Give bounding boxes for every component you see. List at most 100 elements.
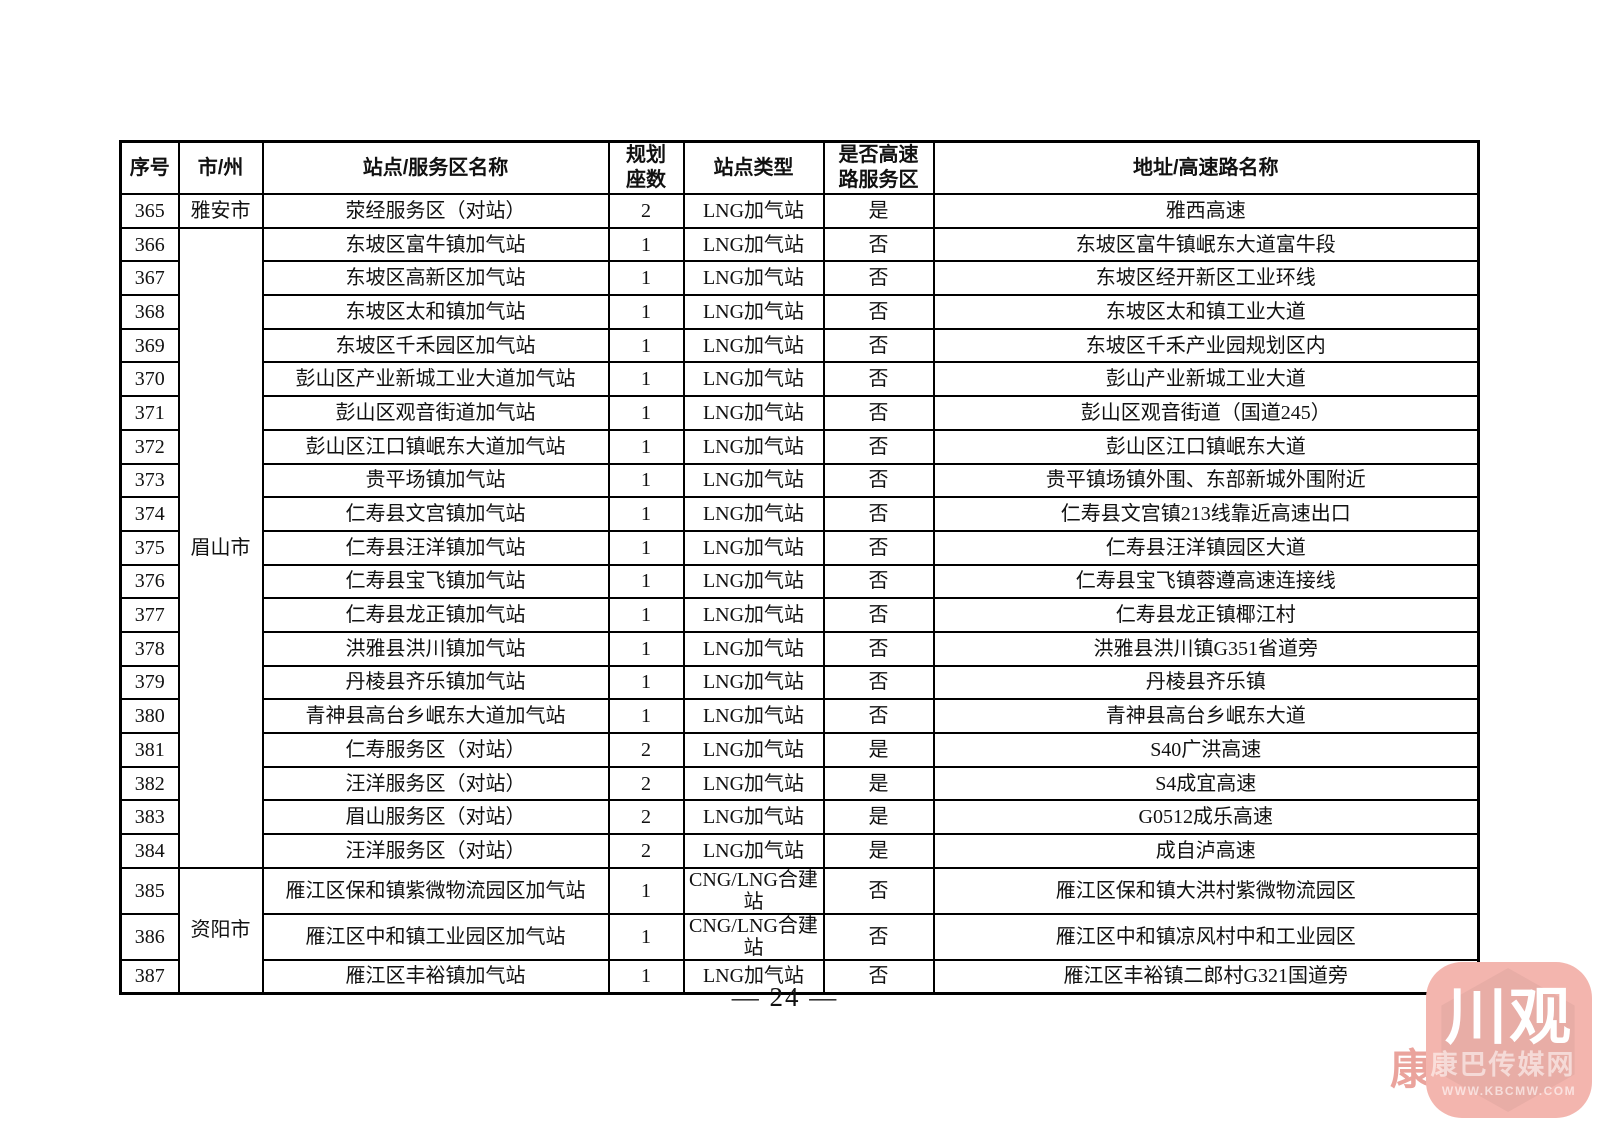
cell-no: 375 [119, 529, 180, 566]
cell-type: LNG加气站 [682, 833, 825, 869]
cell-count: 1 [607, 226, 685, 263]
cell-count: 1 [607, 260, 685, 297]
cell-count: 1 [607, 597, 685, 633]
cell-address: 东坡区太和镇工业大道 [932, 294, 1480, 330]
cell-highway-flag: 否 [822, 698, 935, 734]
cell-highway-flag: 否 [822, 958, 935, 995]
cell-type: LNG加气站 [682, 193, 825, 229]
header-row: 序号 市/州 站点/服务区名称 规划 座数 站点类型 是否高速 路服务区 地址/高速路名称 [119, 140, 1480, 195]
cell-no: 378 [119, 630, 180, 667]
cell-no: 365 [119, 193, 180, 229]
cell-address: 东坡区经开新区工业环线 [932, 260, 1480, 297]
cell-address: 成自泸高速 [932, 833, 1480, 869]
cell-highway-flag: 是 [822, 799, 935, 836]
table-row: 369 东坡区千禾园区加气站 1 LNG加气站否东坡区千禾产业园规划区内 [119, 327, 1480, 364]
cell-name: 仁寿县文宫镇加气站 [261, 496, 610, 532]
cell-type: CNG/LNG合建站 [682, 866, 825, 915]
watermark-fragment-glyph: 康 [1390, 1045, 1433, 1094]
cell-highway-flag: 否 [822, 395, 935, 431]
cell-address: 东坡区富牛镇岷东大道富牛段 [932, 226, 1480, 263]
cell-no: 379 [119, 664, 180, 701]
cell-address: 仁寿县龙正镇椰江村 [932, 597, 1480, 633]
cell-count: 2 [607, 193, 685, 229]
cell-type: LNG加气站 [682, 698, 825, 734]
table-row: 381 仁寿服务区（对站） 2 LNG加气站是 S40广洪高速 [119, 732, 1480, 768]
cell-highway-flag: 否 [822, 664, 935, 701]
cell-address: S4成宜高速 [932, 765, 1480, 802]
cell-count: 1 [607, 327, 685, 364]
cell-count: 2 [607, 765, 685, 802]
cell-count: 1 [607, 664, 685, 701]
cell-no: 384 [119, 833, 180, 869]
cell-address: 仁寿县宝飞镇蓉遵高速连接线 [932, 563, 1480, 600]
cell-type: LNG加气站 [682, 496, 825, 532]
column-header: 地址/高速路名称 [932, 140, 1480, 195]
cell-type: LNG加气站 [682, 327, 825, 364]
cell-type: LNG加气站 [682, 563, 825, 600]
cell-highway-flag: 否 [822, 260, 935, 297]
cell-count: 1 [607, 496, 685, 532]
cell-no: 377 [119, 597, 180, 633]
cell-count: 2 [607, 799, 685, 836]
table-row: 366 眉山市 东坡区富牛镇加气站 1 LNG加气站否东坡区富牛镇岷东大道富牛段 [119, 226, 1480, 869]
column-header: 是否高速 路服务区 [822, 140, 935, 195]
cell-highway-flag: 否 [822, 529, 935, 566]
cell-city: 雅安市 [177, 193, 264, 229]
column-header: 站点/服务区名称 [261, 140, 610, 195]
cell-type: LNG加气站 [682, 958, 825, 995]
table-header: 序号 市/州 站点/服务区名称 规划 座数 站点类型 是否高速 路服务区 地址/高速路名称 [119, 140, 1480, 195]
cell-highway-flag: 否 [822, 496, 935, 532]
cell-highway-flag: 是 [822, 732, 935, 768]
cell-highway-flag: 否 [822, 462, 935, 499]
cell-highway-flag: 否 [822, 866, 935, 915]
cell-address: 洪雅县洪川镇G351省道旁 [932, 630, 1480, 667]
watermark-url: WWW.KBCMW.COM [1441, 1084, 1577, 1098]
cell-highway-flag: 否 [822, 630, 935, 667]
table-row: 374 仁寿县文宫镇加气站 1 LNG加气站否仁寿县文宫镇213线靠近高速出口 [119, 496, 1480, 532]
cell-no: 370 [119, 361, 180, 398]
cell-count: 1 [607, 698, 685, 734]
cell-count: 2 [607, 732, 685, 768]
cell-no: 366 [119, 226, 180, 263]
cell-no: 368 [119, 294, 180, 330]
table-row: 375 仁寿县汪洋镇加气站 1 LNG加气站否仁寿县汪洋镇园区大道 [119, 529, 1480, 566]
cell-name: 汪洋服务区（对站） [261, 833, 610, 869]
cell-type: LNG加气站 [682, 529, 825, 566]
cell-name: 仁寿县龙正镇加气站 [261, 597, 610, 633]
cell-count: 1 [607, 462, 685, 499]
cell-no: 371 [119, 395, 180, 431]
cell-count: 1 [607, 428, 685, 465]
cell-no: 386 [119, 912, 180, 961]
page-number: — 24 — [731, 982, 839, 1012]
cell-name: 洪雅县洪川镇加气站 [261, 630, 610, 667]
cell-no: 367 [119, 260, 180, 297]
cell-name: 东坡区高新区加气站 [261, 260, 610, 297]
stations-table: 序号 市/州 站点/服务区名称 规划 座数 站点类型 是否高速 路服务区 地址/高速路名称 … [119, 140, 1480, 995]
table-row: 376 仁寿县宝飞镇加气站 1 LNG加气站否仁寿县宝飞镇蓉遵高速连接线 [119, 563, 1480, 600]
cell-no: 381 [119, 732, 180, 768]
cell-type: CNG/LNG合建站 [682, 912, 825, 961]
cell-no: 382 [119, 765, 180, 802]
cell-address: 雁江区丰裕镇二郎村G321国道旁 [932, 958, 1480, 995]
table-row: 373 贵平场镇加气站 1 LNG加气站否贵平镇场镇外围、东部新城外围附近 [119, 462, 1480, 499]
cell-name: 彭山区观音街道加气站 [261, 395, 610, 431]
cell-highway-flag: 否 [822, 597, 935, 633]
column-header: 站点类型 [682, 140, 825, 195]
cell-no: 376 [119, 563, 180, 600]
cell-no: 383 [119, 799, 180, 836]
cell-type: LNG加气站 [682, 361, 825, 398]
cell-name: 荥经服务区（对站） [261, 193, 610, 229]
cell-no: 373 [119, 462, 180, 499]
table-row: 365 雅安市 荥经服务区（对站） 2 LNG加气站是雅西高速 [119, 193, 1480, 229]
cell-type: LNG加气站 [682, 799, 825, 836]
cell-name: 仁寿县汪洋镇加气站 [261, 529, 610, 566]
cell-count: 1 [607, 529, 685, 566]
cell-address: 贵平镇场镇外围、东部新城外围附近 [932, 462, 1480, 499]
cell-highway-flag: 是 [822, 193, 935, 229]
cell-highway-flag: 否 [822, 226, 935, 263]
table-row: 372 彭山区江口镇岷东大道加气站 1 LNG加气站否彭山区江口镇岷东大道 [119, 428, 1480, 465]
cell-type: LNG加气站 [682, 765, 825, 802]
cell-name: 贵平场镇加气站 [261, 462, 610, 499]
cell-name: 仁寿县宝飞镇加气站 [261, 563, 610, 600]
table-row: 378 洪雅县洪川镇加气站 1 LNG加气站否洪雅县洪川镇G351省道旁 [119, 630, 1480, 667]
